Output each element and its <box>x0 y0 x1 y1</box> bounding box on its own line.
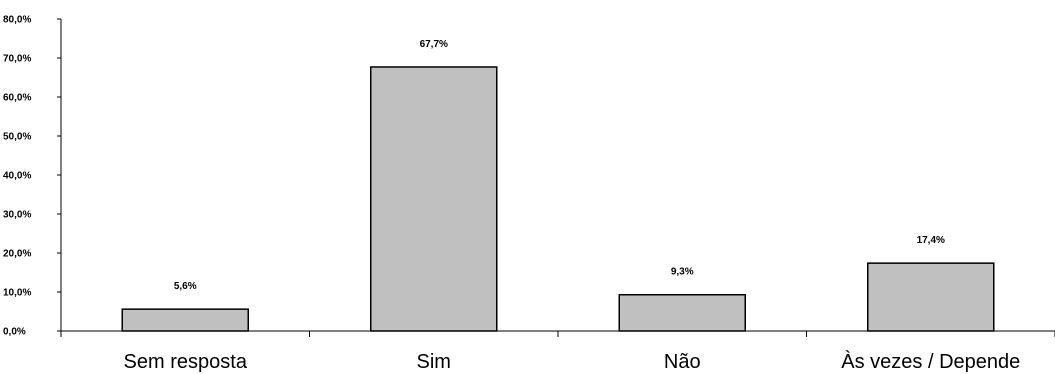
bar-1 <box>370 66 498 332</box>
y-tick-label: 80,0% <box>3 15 31 26</box>
data-label: 67,7% <box>420 39 448 50</box>
y-tick-label: 0,0% <box>3 327 26 338</box>
x-tick-label: Sim <box>417 351 451 373</box>
data-label: 9,3% <box>671 267 694 278</box>
y-tick-label: 50,0% <box>3 132 31 143</box>
y-tick-label: 70,0% <box>3 54 31 65</box>
y-tick-label: 20,0% <box>3 249 31 260</box>
y-tick-label: 10,0% <box>3 288 31 299</box>
x-tick-label: Às vezes / Depende <box>841 350 1020 373</box>
bar-0 <box>121 308 249 332</box>
bar-3 <box>867 262 995 332</box>
y-tick-label: 60,0% <box>3 93 31 104</box>
bar-2 <box>618 293 746 332</box>
data-label: 17,4% <box>917 235 945 246</box>
y-tick-label: 30,0% <box>3 210 31 221</box>
x-tick-label: Sem resposta <box>124 351 248 373</box>
x-tick-label: Não <box>664 351 701 373</box>
y-tick-label: 40,0% <box>3 171 31 182</box>
data-label: 5,6% <box>174 281 197 292</box>
